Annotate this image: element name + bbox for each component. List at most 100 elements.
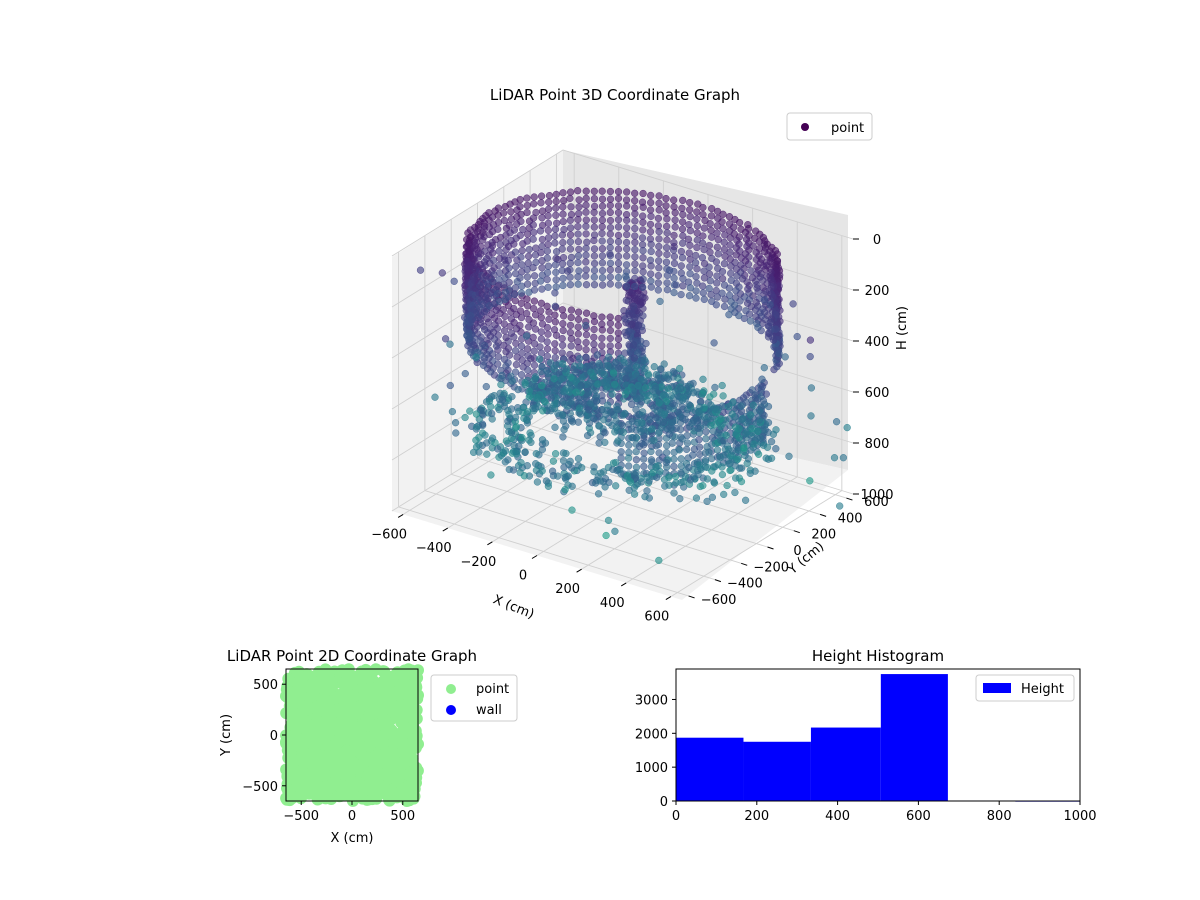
point-3d xyxy=(693,208,701,216)
point-3d xyxy=(505,427,513,436)
point-3d xyxy=(663,279,671,287)
point-3d xyxy=(512,262,520,271)
point-3d xyxy=(524,302,532,310)
point-3d xyxy=(675,364,684,373)
point-3d xyxy=(630,470,638,478)
point-3d xyxy=(558,349,566,357)
point-3d xyxy=(647,198,655,207)
y-tick-3d xyxy=(688,595,695,599)
point-3d xyxy=(552,283,560,291)
point-3d xyxy=(614,437,622,445)
point-3d xyxy=(707,290,715,299)
point-3d xyxy=(708,233,716,241)
point-3d xyxy=(494,353,503,361)
point-3d xyxy=(530,297,539,305)
point-3d xyxy=(639,226,647,234)
point-3d xyxy=(582,244,590,252)
point-3d xyxy=(604,516,613,525)
point-3d xyxy=(693,279,701,287)
histogram-ticks: 0 200 400 600 800 1000 0 1000 2000 3000 xyxy=(635,693,1097,824)
point-3d xyxy=(614,231,623,240)
point-3d xyxy=(713,293,722,301)
point-3d xyxy=(523,230,532,238)
point-3d xyxy=(598,326,606,334)
point-2d xyxy=(355,748,368,760)
legend-2d-label-point: point xyxy=(476,682,509,697)
point-3d xyxy=(539,407,547,415)
point-3d xyxy=(747,411,755,419)
point-3d xyxy=(582,331,591,339)
point-3d xyxy=(631,197,639,205)
point-2d xyxy=(317,738,330,751)
point-3d xyxy=(670,288,678,297)
point-3d xyxy=(764,329,773,338)
point-3d xyxy=(446,381,454,390)
point-3d xyxy=(451,419,460,427)
point-3d xyxy=(553,219,561,227)
points-2d xyxy=(280,663,424,807)
point-3d xyxy=(672,281,680,289)
point-3d xyxy=(499,396,507,404)
point-3d xyxy=(650,363,658,371)
point-3d xyxy=(606,237,615,246)
point-3d xyxy=(670,242,678,251)
point-3d xyxy=(714,264,722,273)
point-3d xyxy=(652,462,660,471)
point-3d xyxy=(699,375,707,383)
point-3d xyxy=(635,321,643,329)
point-3d xyxy=(538,436,547,444)
point-3d xyxy=(547,394,555,402)
legend-2d-label-wall: wall xyxy=(476,703,502,718)
point-3d xyxy=(641,364,649,373)
point-3d xyxy=(672,479,680,487)
point-3d xyxy=(574,215,582,224)
point-3d xyxy=(574,258,582,267)
point-3d xyxy=(582,281,591,289)
point-3d xyxy=(631,224,639,233)
point-3d xyxy=(567,335,576,343)
point-3d xyxy=(611,527,619,535)
point-3d xyxy=(518,433,526,442)
point-3d xyxy=(566,231,575,239)
point-3d xyxy=(686,212,694,221)
point-3d xyxy=(512,339,520,348)
point-3d xyxy=(641,384,650,392)
point-3d xyxy=(494,445,502,453)
point-3d xyxy=(481,341,489,350)
point-3d xyxy=(582,222,590,230)
point-3d xyxy=(612,417,620,425)
point-3d xyxy=(567,203,575,211)
point-3d xyxy=(575,404,584,412)
point-3d xyxy=(485,397,494,405)
point-3d xyxy=(604,361,612,370)
point-3d xyxy=(655,556,663,565)
point-3d xyxy=(497,374,505,383)
point-3d xyxy=(601,429,609,437)
point-3d xyxy=(530,361,539,369)
point-3d xyxy=(647,191,655,200)
point-3d xyxy=(535,355,544,363)
point-3d xyxy=(679,210,687,219)
y-tick-label-3d: 200 xyxy=(811,528,836,543)
point-3d xyxy=(623,188,631,196)
point-3d xyxy=(544,212,552,220)
point-3d xyxy=(483,450,491,458)
legend-3d-label: point xyxy=(831,121,864,136)
point-3d xyxy=(668,439,676,447)
point-3d xyxy=(500,209,508,217)
point-3d xyxy=(654,374,662,383)
point-3d xyxy=(583,238,591,246)
point-2d xyxy=(345,788,358,801)
grid-line xyxy=(424,490,716,581)
point-3d xyxy=(522,332,531,340)
point-3d xyxy=(679,477,688,486)
point-3d xyxy=(517,217,525,226)
point-3d xyxy=(647,262,655,270)
point-3d xyxy=(513,325,521,333)
point-3d xyxy=(582,251,590,259)
point-3d xyxy=(523,462,531,470)
point-3d xyxy=(699,481,707,490)
point-3d xyxy=(632,363,640,371)
point-3d xyxy=(501,447,510,455)
point-3d xyxy=(637,478,646,486)
